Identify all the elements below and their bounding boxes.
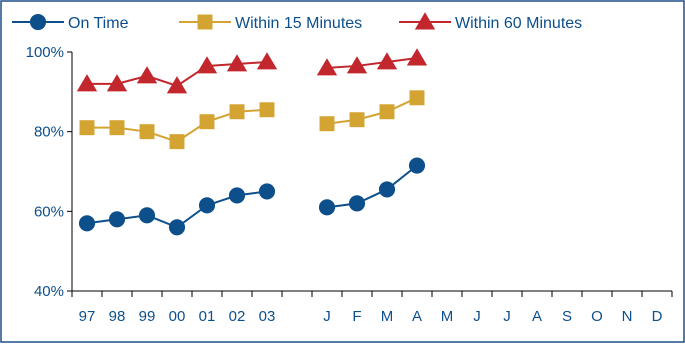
data-point [169,134,185,150]
data-point [197,14,213,30]
data-point [138,207,156,224]
x-tick-label: F [352,308,361,325]
data-point [108,211,126,228]
legend: On Time Within 15 Minutes Within 60 Minute… [12,12,582,32]
data-point [168,219,186,236]
data-point [256,52,278,70]
series-within-60-minutes [76,48,428,94]
y-tick-label: 80% [34,124,64,141]
axes: 40% 60% 80% 100% 97 98 99 00 01 02 03 J F M A M J J A S O N D [26,44,673,325]
data-point [196,56,218,74]
x-tick-label: 99 [139,308,156,325]
data-point [379,104,395,120]
x-tick-label: N [622,308,633,325]
data-point [76,74,98,92]
data-point [199,114,215,130]
data-point [346,56,368,74]
x-tick-label: D [652,308,663,325]
x-tick-label: 02 [229,308,246,325]
data-point [198,197,216,214]
data-point [106,74,128,92]
data-point [316,58,338,76]
series-on-time [78,157,426,236]
x-tick-label: O [591,308,603,325]
legend-label: On Time [68,15,129,32]
data-point [166,76,188,94]
data-point [226,54,248,72]
data-point [139,124,155,140]
data-point [229,104,245,120]
x-tick-label: J [473,308,481,325]
x-tick-label: A [412,308,422,325]
data-point [259,102,275,118]
legend-label: Within 60 Minutes [455,15,582,32]
legend-item: Within 15 Minutes [179,14,362,32]
series-layer [76,48,428,236]
x-tick-label: 01 [199,308,216,325]
data-point [408,157,426,174]
series-line [326,96,418,125]
data-point [258,183,276,200]
series-line [326,164,418,209]
x-tick-label: J [503,308,511,325]
data-point [109,120,125,136]
data-point [78,215,96,232]
x-tick-label: M [381,308,394,325]
x-tick-label: 98 [109,308,126,325]
data-point [376,52,398,70]
series-within-15-minutes [79,90,425,150]
x-tick-label: J [323,308,331,325]
data-point [349,112,365,128]
x-tick-label: 00 [169,308,186,325]
data-point [406,48,428,66]
x-tick-label: A [532,308,542,325]
y-tick-label: 100% [26,44,64,61]
series-line [326,56,418,69]
x-tick-label: 03 [259,308,276,325]
data-point [319,116,335,132]
legend-item: On Time [12,13,129,32]
legend-label: Within 15 Minutes [235,15,362,32]
data-point [414,12,436,30]
data-point [228,187,246,204]
x-tick-label: 97 [79,308,96,325]
data-point [378,181,396,198]
legend-item: Within 60 Minutes [399,12,582,32]
data-point [29,13,47,31]
x-tick-label: M [441,308,454,325]
x-tick-label: S [562,308,572,325]
data-point [348,195,366,212]
y-tick-label: 40% [34,283,64,300]
data-point [79,120,95,136]
data-point [136,66,158,84]
data-point [409,90,425,106]
data-point [318,199,336,216]
y-tick-label: 60% [34,203,64,220]
